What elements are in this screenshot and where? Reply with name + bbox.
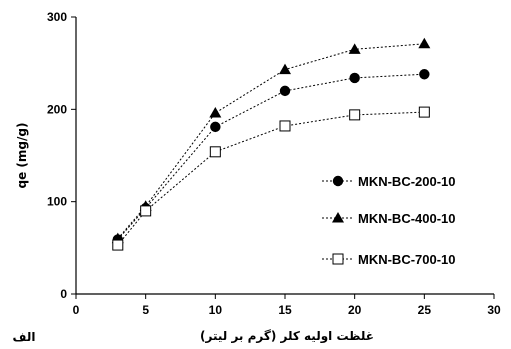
x-tick-label: 30 bbox=[487, 303, 501, 317]
x-tick-label: 10 bbox=[209, 303, 223, 317]
axes: 0 100 200 300 0 5 10 15 20 25 30 bbox=[47, 10, 501, 317]
data-point bbox=[210, 121, 221, 133]
series-line bbox=[117, 111, 425, 246]
data-point bbox=[140, 205, 152, 217]
series-layer bbox=[111, 37, 431, 251]
legend-label: MKN-BC-400-10 bbox=[358, 211, 456, 226]
x-axis-label: غلظت اولیه کلر (گرم بر لیتر) bbox=[200, 329, 374, 344]
data-point bbox=[279, 63, 291, 75]
series-line bbox=[117, 43, 425, 239]
legend-marker bbox=[332, 212, 344, 223]
data-point bbox=[349, 109, 361, 121]
x-tick-label: 5 bbox=[142, 303, 149, 317]
y-tick-label: 300 bbox=[47, 10, 67, 24]
x-tick-label: 20 bbox=[348, 303, 362, 317]
x-tick-label: 0 bbox=[73, 303, 80, 317]
series-MKN-BC-700-10 bbox=[112, 106, 430, 251]
y-axis-label: qe (mg/g) bbox=[15, 123, 29, 189]
data-point bbox=[209, 146, 221, 158]
y-tick-label: 200 bbox=[47, 102, 67, 116]
data-point bbox=[348, 43, 361, 54]
legend-item: MKN-BC-700-10 bbox=[322, 252, 456, 267]
y-tick-label: 100 bbox=[47, 195, 67, 209]
legend-label: MKN-BC-700-10 bbox=[358, 252, 456, 267]
legend-marker bbox=[332, 175, 344, 187]
legend-item: MKN-BC-200-10 bbox=[322, 174, 456, 189]
data-point bbox=[419, 69, 430, 80]
data-point bbox=[279, 120, 291, 132]
legend: MKN-BC-200-10 MKN-BC-400-10 MKN-BC-700-10 bbox=[322, 174, 456, 267]
data-point bbox=[279, 85, 291, 97]
data-point bbox=[418, 37, 431, 49]
x-tick-label: 15 bbox=[278, 303, 292, 317]
legend-label: MKN-BC-200-10 bbox=[358, 174, 456, 189]
data-point bbox=[349, 72, 360, 84]
y-tick-label: 0 bbox=[60, 287, 67, 301]
series-line bbox=[117, 73, 425, 240]
data-point bbox=[418, 106, 430, 118]
data-point bbox=[209, 107, 222, 118]
data-point bbox=[112, 239, 124, 251]
legend-marker bbox=[332, 253, 344, 265]
x-tick-label: 25 bbox=[418, 303, 432, 317]
panel-label: الف bbox=[13, 330, 36, 344]
legend-item: MKN-BC-400-10 bbox=[322, 211, 456, 226]
